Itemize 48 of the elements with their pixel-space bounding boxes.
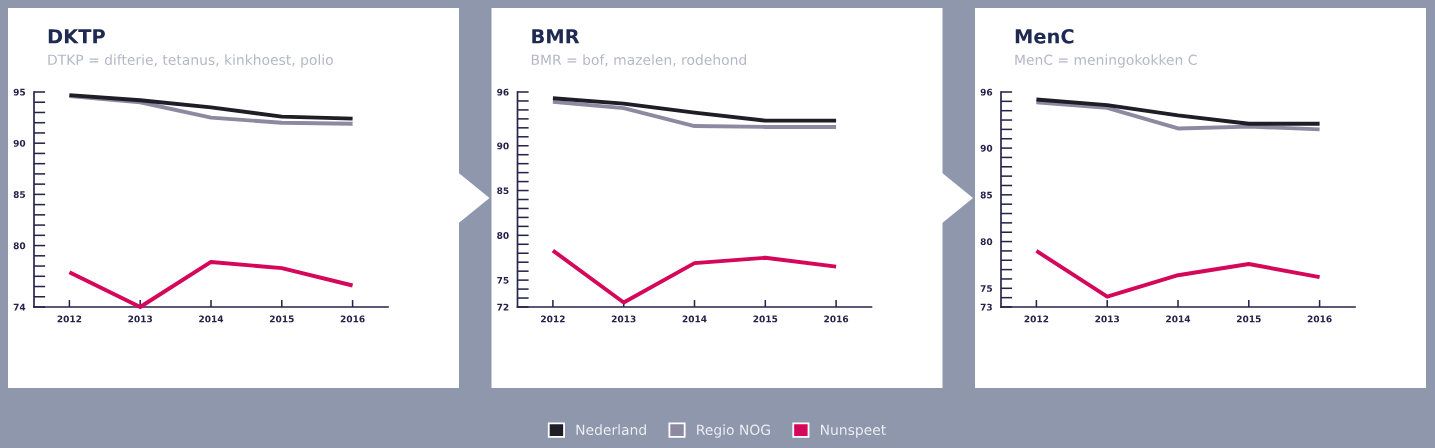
line-series [550,99,839,129]
line-series [1034,97,1322,126]
x-tick-label: 2015 [269,315,294,323]
legend-label: Nunspeet [821,424,886,438]
x-tick-label: 2013 [128,315,153,323]
x-tick-label: 2016 [340,315,365,323]
x-tick-label: 2012 [57,315,82,323]
y-tick-label: 75 [497,276,509,284]
chart-title: MenC [1015,28,1074,44]
legend-label: Regio NOG [697,424,770,438]
y-tick-label: 85 [13,191,26,198]
chart-subtitle: DTKP = difterie, tetanus, kinkhoest, polio [48,54,333,68]
x-tick-label: 2014 [1166,315,1191,323]
y-tick-label: 80 [497,232,509,239]
chart-title: DKTP [48,29,105,44]
y-tick-label: 96 [980,88,993,96]
line-series [1034,100,1322,132]
y-tick-label: 95 [13,88,26,96]
y-tick-label: 73 [980,303,992,311]
x-tick-label: 2013 [1095,315,1120,323]
x-tick-label: 2015 [1236,315,1261,323]
y-tick-label: 90 [980,144,993,152]
y-tick-label: 80 [980,238,993,246]
line-series [550,96,839,123]
chart-subtitle: MenC = meningokokken C [1015,54,1197,68]
y-tick-label: 80 [13,242,26,250]
y-tick-label: 85 [497,187,509,195]
x-tick-label: 2013 [611,315,636,323]
y-tick-label: 74 [13,303,26,311]
x-tick-label: 2016 [1307,315,1332,323]
y-tick-label: 72 [497,303,509,311]
x-tick-label: 2012 [1024,315,1049,323]
x-tick-label: 2012 [541,315,565,323]
x-tick-label: 2016 [824,315,849,323]
x-tick-label: 2014 [199,315,224,323]
line-series [550,248,839,305]
x-tick-label: 2014 [682,315,707,323]
y-tick-label: 75 [980,285,993,292]
y-tick-label: 96 [497,88,509,96]
y-tick-label: 85 [980,191,993,199]
y-tick-label: 90 [13,139,26,147]
line-series [67,260,355,309]
legend-label: Nederland [576,424,646,436]
chart-subtitle: BMR = bof, mazelen, rodehond [531,54,746,67]
line-series [1034,248,1322,299]
x-tick-label: 2015 [753,315,778,323]
chart-title: BMR [532,29,580,44]
y-tick-label: 90 [497,142,509,150]
